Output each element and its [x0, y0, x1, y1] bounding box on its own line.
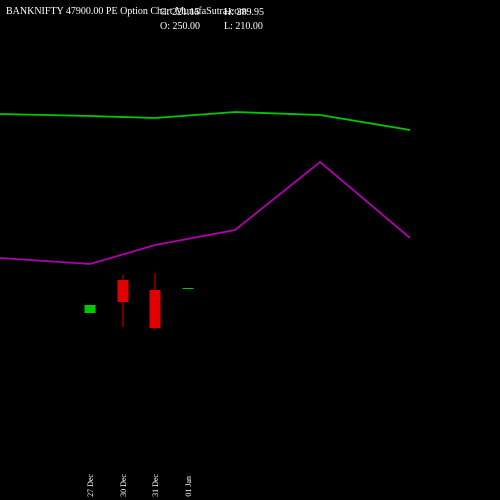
- x-axis-label: 27 Dec: [86, 474, 95, 497]
- upper-line: [0, 112, 410, 130]
- candle: [118, 275, 129, 327]
- price-chart: [0, 40, 500, 450]
- ohlc-h: H: 289.95: [224, 6, 264, 20]
- x-axis-label: 31 Dec: [151, 474, 160, 497]
- x-axis-label: 30 Dec: [119, 474, 128, 497]
- lower-line: [0, 162, 410, 264]
- ohlc-summary: C: 221.15 O: 250.00 H: 289.95 L: 210.00: [160, 6, 264, 34]
- ohlc-l: L: 210.00: [224, 20, 264, 34]
- candle: [150, 273, 161, 330]
- x-axis: 27 Dec 30 Dec 31 Dec 01 Jan: [0, 450, 500, 500]
- x-axis-label: 01 Jan: [184, 476, 193, 497]
- candle: [85, 305, 96, 315]
- ohlc-o: O: 250.00: [160, 20, 200, 34]
- candle: [183, 288, 194, 289]
- ohlc-c: C: 221.15: [160, 6, 200, 20]
